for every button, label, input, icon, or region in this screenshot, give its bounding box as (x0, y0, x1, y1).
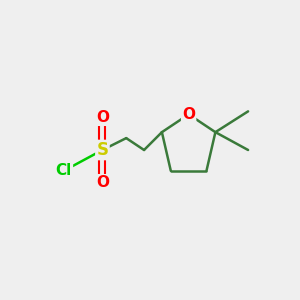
Text: S: S (96, 141, 108, 159)
Text: O: O (182, 107, 195, 122)
Text: Cl: Cl (56, 163, 72, 178)
Text: O: O (96, 175, 109, 190)
Text: O: O (96, 110, 109, 125)
